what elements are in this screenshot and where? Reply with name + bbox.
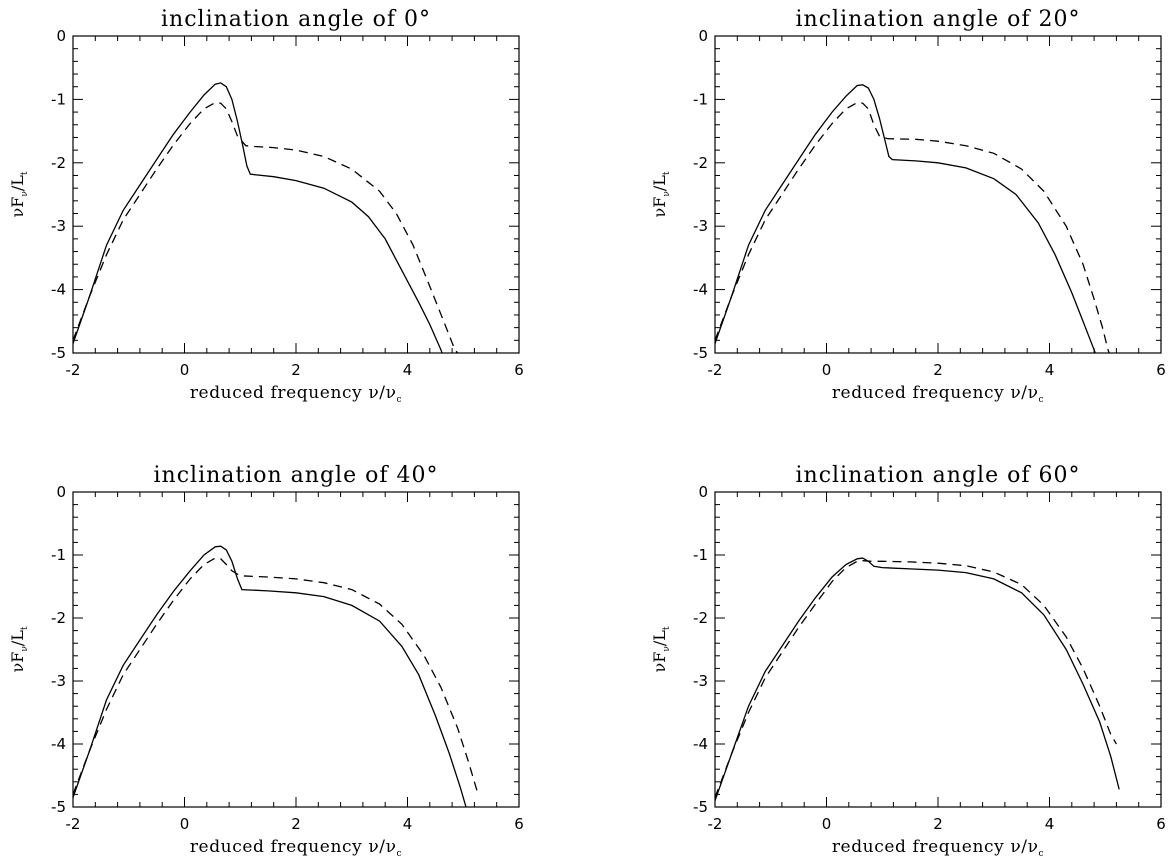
y-tick-label: 0 — [698, 483, 708, 501]
chart-panel-3: inclination angle of 60° -2 0 2 4 6 0 -1 -2 -3 -4 -… — [650, 463, 1166, 859]
x-tick-label: 2 — [933, 815, 943, 833]
x-tick-label: 6 — [1156, 815, 1166, 833]
y-tick-label: -2 — [693, 154, 708, 172]
x-tick-label: 0 — [822, 815, 832, 833]
dashed-series-line — [715, 560, 1117, 798]
x-tick-label: 6 — [1156, 361, 1166, 379]
chart-title: inclination angle of 60° — [796, 463, 1081, 488]
y-tick-label: -3 — [51, 672, 66, 690]
y-tick-label: 0 — [56, 27, 66, 45]
solid-series-line — [73, 545, 467, 807]
x-axis-label: reduced frequency ν/νc — [832, 837, 1044, 859]
y-tick-label: -1 — [693, 546, 708, 564]
x-tick-label: 0 — [180, 815, 190, 833]
y-tick-label: -4 — [693, 735, 708, 753]
solid-series-line — [715, 84, 1096, 353]
solid-series-line — [715, 557, 1120, 801]
y-tick-label: 0 — [56, 483, 66, 501]
y-tick-label: -4 — [51, 281, 66, 299]
y-tick-label: -3 — [51, 217, 66, 235]
plot-frame — [714, 35, 1162, 354]
x-tick-label: -2 — [708, 361, 723, 379]
x-tick-label: 0 — [822, 361, 832, 379]
x-tick-label: 6 — [514, 815, 524, 833]
chart-title: inclination angle of 40° — [154, 463, 439, 488]
y-tick-label: -4 — [693, 281, 708, 299]
y-axis-label: νFν/Lt — [8, 626, 30, 672]
y-tick-label: -2 — [51, 154, 66, 172]
y-tick-label: -5 — [693, 344, 708, 362]
chart-panel-1: inclination angle of 20° -2 0 2 4 6 0 -1 -2 -3 -4 -… — [650, 7, 1166, 405]
plot-frame — [72, 491, 520, 808]
y-tick-label: -3 — [693, 217, 708, 235]
y-tick-label: -5 — [693, 798, 708, 816]
x-tick-label: -2 — [66, 361, 81, 379]
chart-panel-0: inclination angle of 0° -2 0 2 4 6 0 -1 -2 -3 -4 -5… — [8, 7, 524, 405]
y-tick-label: -1 — [693, 90, 708, 108]
y-tick-label: -2 — [693, 609, 708, 627]
x-axis-label: reduced frequency ν/νc — [190, 837, 402, 859]
y-tick-label: -5 — [51, 344, 66, 362]
dashed-series-line — [73, 101, 459, 353]
y-tick-label: -4 — [51, 735, 66, 753]
x-tick-label: 4 — [1045, 815, 1055, 833]
dashed-series-line — [715, 101, 1110, 353]
solid-series-line — [73, 82, 443, 353]
y-tick-label: -2 — [51, 609, 66, 627]
x-tick-label: 6 — [514, 361, 524, 379]
x-axis-label: reduced frequency ν/νc — [190, 383, 402, 405]
x-tick-label: 4 — [403, 361, 413, 379]
y-axis-label: νFν/Lt — [650, 626, 672, 672]
chart-title: inclination angle of 0° — [161, 7, 431, 32]
plot-frame — [72, 35, 520, 354]
x-tick-label: -2 — [66, 815, 81, 833]
y-tick-label: -1 — [51, 546, 66, 564]
y-tick-label: -5 — [51, 798, 66, 816]
x-tick-label: 4 — [403, 815, 413, 833]
y-tick-label: 0 — [698, 27, 708, 45]
x-tick-label: 2 — [291, 361, 301, 379]
y-axis-label: νFν/Lt — [650, 171, 672, 217]
x-tick-label: 4 — [1045, 361, 1055, 379]
x-tick-label: -2 — [708, 815, 723, 833]
x-axis-label: reduced frequency ν/νc — [832, 383, 1044, 405]
y-axis-label: νFν/Lt — [8, 171, 30, 217]
chart-panel-2: inclination angle of 40° -2 0 2 4 6 0 -1 -2 -3 -4 -… — [8, 463, 524, 859]
x-tick-label: 2 — [291, 815, 301, 833]
y-tick-label: -3 — [693, 672, 708, 690]
y-tick-label: -1 — [51, 90, 66, 108]
plot-frame — [714, 491, 1162, 808]
dashed-series-line — [73, 557, 478, 795]
x-tick-label: 0 — [180, 361, 190, 379]
chart-title: inclination angle of 20° — [796, 7, 1081, 32]
x-tick-label: 2 — [933, 361, 943, 379]
